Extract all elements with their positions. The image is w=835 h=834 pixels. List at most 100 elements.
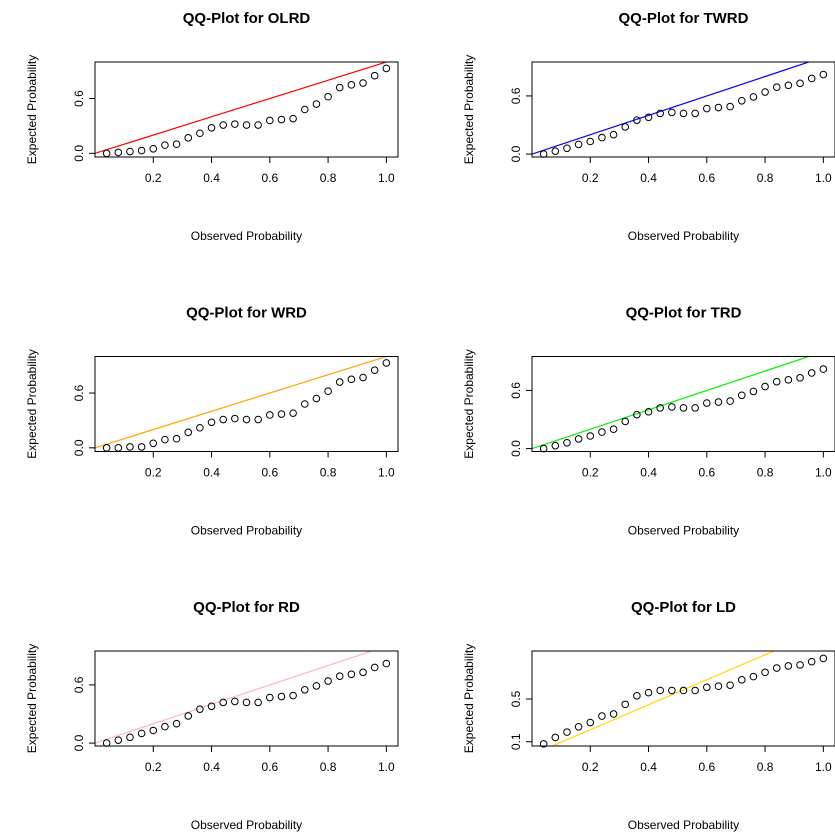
point: [761, 382, 769, 391]
point: [586, 137, 595, 146]
y-axis-label: Expected Probability: [25, 349, 39, 458]
point: [574, 722, 583, 731]
x-tick-label: 0.2: [582, 760, 599, 774]
point: [563, 438, 571, 447]
point: [807, 74, 816, 83]
x-tick-label: 0.2: [145, 760, 162, 774]
point: [137, 729, 146, 738]
point: [621, 700, 630, 709]
x-tick-label: 0.6: [261, 466, 278, 480]
point: [551, 733, 560, 742]
point: [277, 115, 286, 124]
point: [598, 133, 606, 142]
point: [749, 387, 758, 396]
point: [633, 692, 641, 700]
y-axis-label: Expected Probability: [25, 55, 39, 164]
point: [691, 109, 699, 118]
point: [807, 657, 816, 666]
plot-frame: [531, 356, 835, 452]
point: [691, 404, 699, 412]
point: [114, 736, 123, 744]
point: [382, 64, 391, 73]
point: [266, 693, 274, 702]
point: [656, 404, 664, 412]
point: [679, 686, 688, 695]
x-tick-label: 1.0: [815, 466, 832, 480]
point: [703, 399, 711, 407]
point: [359, 668, 367, 677]
x-tick-label: 0.8: [320, 760, 337, 774]
point: [819, 654, 828, 663]
x-tick-label: 0.8: [320, 466, 337, 480]
point: [382, 359, 391, 367]
point: [737, 676, 746, 684]
point: [772, 83, 781, 92]
point: [598, 428, 606, 436]
point: [819, 70, 828, 79]
point: [161, 141, 169, 149]
point: [266, 116, 274, 125]
point: [102, 149, 111, 158]
point: [679, 109, 688, 118]
x-tick-label: 1.0: [815, 171, 832, 185]
reference-line: [552, 651, 775, 746]
point: [149, 144, 158, 153]
point: [807, 369, 816, 377]
point: [242, 698, 251, 707]
point: [633, 410, 641, 419]
point: [114, 444, 123, 452]
point: [563, 728, 571, 736]
plot-frame: [531, 650, 835, 747]
point: [796, 79, 804, 88]
point: [149, 726, 158, 735]
point: [668, 108, 676, 117]
x-tick-label: 1.0: [378, 466, 395, 480]
point: [102, 444, 111, 452]
point: [359, 373, 367, 382]
point: [254, 121, 262, 129]
point: [668, 403, 676, 411]
point: [289, 114, 297, 123]
panel-title: QQ-Plot for RD: [193, 599, 300, 616]
point: [277, 410, 286, 418]
point: [254, 698, 262, 707]
point: [703, 104, 711, 113]
point: [784, 375, 793, 384]
reference-line: [95, 356, 387, 449]
point: [347, 81, 356, 89]
point: [126, 443, 134, 451]
point: [289, 691, 297, 700]
y-tick-label: 0.0: [509, 440, 523, 457]
x-tick-label: 0.4: [640, 171, 657, 185]
point: [703, 683, 711, 692]
plot-frame: [531, 61, 835, 158]
x-tick-label: 0.8: [757, 466, 774, 480]
point: [563, 144, 571, 153]
point: [126, 147, 134, 156]
point: [796, 374, 804, 382]
point: [621, 417, 630, 426]
plot-frame: [94, 356, 399, 452]
point: [347, 375, 356, 384]
x-tick-label: 0.6: [261, 760, 278, 774]
x-tick-label: 1.0: [378, 760, 395, 774]
point: [609, 130, 618, 139]
panel: QQ-Plot for LD Observed Probability Expect…: [462, 599, 835, 832]
point: [551, 147, 560, 155]
point: [172, 434, 181, 443]
point: [347, 670, 356, 679]
y-axis-label: Expected Probability: [25, 644, 39, 753]
y-axis-label: Expected Probability: [462, 349, 476, 458]
panel-title: QQ-Plot for TWRD: [619, 10, 749, 27]
point: [137, 146, 146, 155]
y-axis-label: Expected Probability: [462, 55, 476, 164]
point: [161, 722, 169, 731]
y-tick-label: 0.6: [509, 382, 523, 399]
y-tick-label: 0.0: [72, 439, 86, 456]
point: [184, 428, 193, 437]
point: [749, 672, 758, 681]
point: [196, 705, 204, 713]
point: [656, 109, 664, 118]
point: [370, 663, 379, 672]
